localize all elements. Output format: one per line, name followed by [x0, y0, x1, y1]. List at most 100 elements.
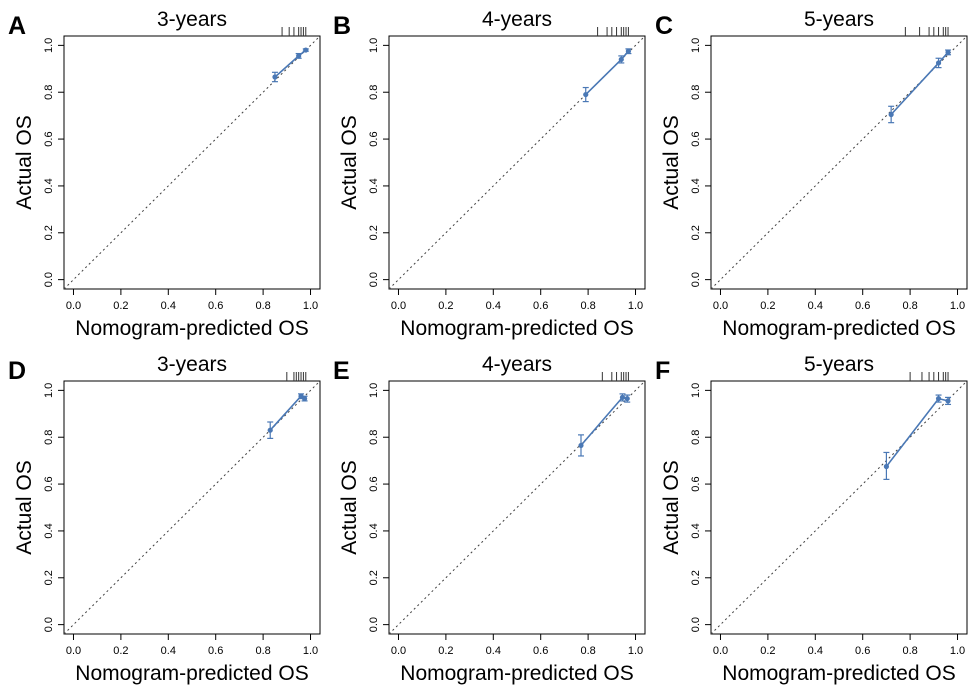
plot-frame	[63, 380, 321, 635]
y-tick-label: 0.6	[368, 131, 380, 146]
panel-c: C 5-years 0.0 0.2 0.4 0.6 0.8 1.0 0.0 0.2 0.4 0.6 0.…	[655, 8, 968, 340]
y-tick-label: 0.8	[690, 430, 702, 445]
y-tick-label: 0.0	[368, 272, 380, 287]
y-tick-label: 0.6	[690, 476, 702, 491]
y-tick-label: 0.6	[690, 131, 702, 146]
x-tick-label: 0.2	[113, 645, 128, 657]
panel-f: F 5-years 0.0 0.2 0.4 0.6 0.8 1.0 0.0 0.2 0.4 0.6 0.…	[655, 353, 968, 685]
panel-e: E 4-years 0.0 0.2 0.4 0.6 0.8 1.0 0.0 0.2 0.4 0.6 0.…	[333, 353, 646, 685]
panel-label: F	[655, 357, 670, 385]
x-tick-label: 0.0	[391, 645, 406, 657]
chart-title: 3-years	[157, 8, 227, 31]
x-tick-label: 1.0	[628, 645, 643, 657]
y-axis-label: Actual OS	[338, 115, 361, 210]
ideal-line	[63, 380, 321, 635]
y-tick-label: 0.6	[43, 476, 55, 491]
x-tick-label: 1.0	[303, 300, 318, 312]
y-tick-label: 1.0	[368, 383, 380, 398]
x-tick-label: 0.0	[391, 300, 406, 312]
y-axis-label: Actual OS	[338, 460, 361, 555]
data-point	[618, 56, 624, 63]
y-tick-label: 0.4	[368, 178, 380, 193]
x-tick-label: 0.2	[760, 645, 775, 657]
y-axis-label: Actual OS	[660, 460, 683, 555]
x-tick-label: 1.0	[628, 300, 643, 312]
data-point	[935, 60, 942, 66]
y-tick-label: 0.0	[43, 617, 55, 632]
y-tick-label: 1.0	[368, 38, 380, 53]
x-tick-label: 0.8	[580, 300, 595, 312]
chart-title: 4-years	[482, 8, 552, 31]
x-axis-label: Nomogram-predicted OS	[75, 662, 308, 685]
y-tick-label: 0.0	[368, 617, 380, 632]
x-tick-label: 0.0	[66, 300, 81, 312]
y-tick-label: 0.2	[43, 225, 55, 240]
y-tick-label: 0.2	[368, 225, 380, 240]
data-point	[619, 394, 626, 400]
chart-title: 5-years	[804, 8, 874, 31]
y-tick-label: 0.8	[43, 85, 55, 100]
x-axis-label: Nomogram-predicted OS	[400, 317, 633, 340]
calibration-line	[580, 396, 628, 446]
y-tick-label: 0.2	[368, 570, 380, 585]
x-tick-label: 0.4	[486, 645, 501, 657]
panel-label: B	[333, 12, 351, 40]
x-tick-label: 0.8	[902, 300, 917, 312]
y-tick-label: 0.6	[43, 131, 55, 146]
data-point	[945, 398, 951, 404]
data-point	[296, 53, 302, 59]
x-tick-label: 0.2	[438, 300, 453, 312]
y-tick-label: 0.0	[43, 272, 55, 287]
x-tick-label: 0.4	[808, 300, 823, 312]
y-tick-label: 0.2	[690, 225, 702, 240]
x-tick-label: 0.6	[855, 300, 870, 312]
y-tick-label: 0.8	[368, 85, 380, 100]
y-axis-label: Actual OS	[13, 115, 36, 210]
y-tick-label: 0.4	[43, 523, 55, 538]
x-tick-label: 0.4	[161, 645, 176, 657]
x-tick-label: 0.2	[438, 645, 453, 657]
panel-b: B 4-years 0.0 0.2 0.4 0.6 0.8 1.0 0.0 0.2 0.4 0.6 0.…	[333, 8, 646, 340]
plot-frame	[63, 35, 321, 290]
y-axis-label: Actual OS	[660, 115, 683, 210]
y-tick-label: 0.8	[690, 85, 702, 100]
x-tick-label: 1.0	[950, 300, 965, 312]
chart-title: 5-years	[804, 353, 874, 376]
data-point	[888, 111, 894, 118]
x-axis-label: Nomogram-predicted OS	[75, 317, 308, 340]
data-point	[272, 74, 278, 80]
y-tick-label: 0.4	[43, 178, 55, 193]
x-tick-label: 0.0	[66, 645, 81, 657]
x-tick-label: 0.2	[113, 300, 128, 312]
plot-frame	[388, 380, 646, 635]
y-tick-label: 0.2	[43, 570, 55, 585]
data-point	[625, 48, 632, 54]
x-tick-label: 0.6	[855, 645, 870, 657]
y-tick-label: 1.0	[690, 38, 702, 53]
x-axis-label: Nomogram-predicted OS	[722, 662, 955, 685]
x-tick-label: 1.0	[303, 645, 318, 657]
x-tick-label: 0.8	[255, 645, 270, 657]
panel-d: D 3-years 0.0 0.2 0.4 0.6 0.8 1.0 0.0 0.2 0.4 0.6 0.…	[8, 353, 321, 685]
y-tick-label: 1.0	[43, 383, 55, 398]
data-point	[583, 91, 589, 98]
panel-label: E	[333, 357, 350, 385]
data-point	[301, 395, 308, 402]
y-tick-label: 0.4	[690, 178, 702, 193]
y-tick-label: 1.0	[690, 383, 702, 398]
data-point	[883, 463, 890, 470]
y-tick-label: 0.0	[690, 617, 702, 632]
panel-a: A 3-years 0.0 0.2 0.4 0.6 0.8 1.0 0.0 0.2 0.4 0.6 0.…	[8, 8, 321, 340]
x-tick-label: 0.4	[808, 645, 823, 657]
x-tick-label: 0.8	[902, 645, 917, 657]
y-tick-label: 1.0	[43, 38, 55, 53]
data-point	[935, 395, 942, 402]
ideal-line	[388, 380, 646, 635]
y-tick-label: 0.2	[690, 570, 702, 585]
chart-title: 3-years	[157, 353, 227, 376]
x-tick-label: 0.8	[255, 300, 270, 312]
y-tick-label: 0.8	[43, 430, 55, 445]
y-tick-label: 0.4	[690, 523, 702, 538]
x-tick-label: 0.6	[533, 645, 548, 657]
data-point	[303, 47, 309, 53]
